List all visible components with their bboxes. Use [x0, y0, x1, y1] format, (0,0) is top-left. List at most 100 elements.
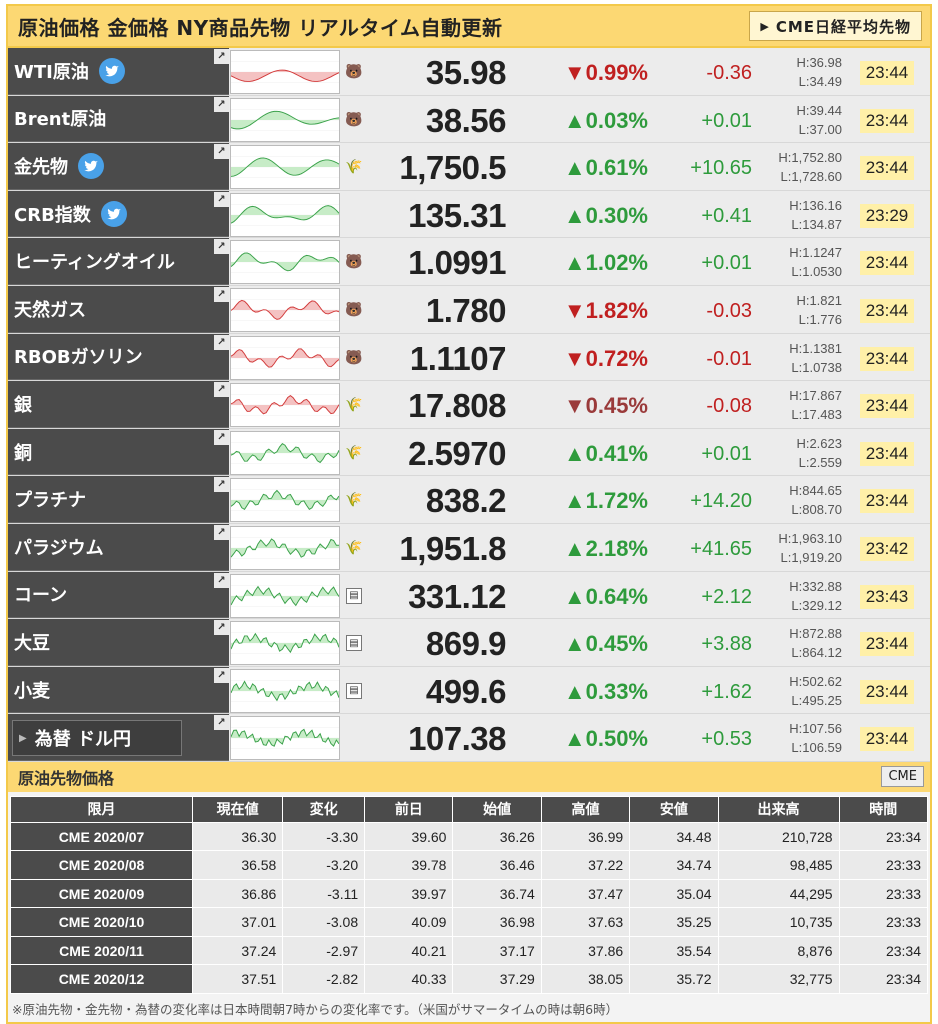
percent-change: ▲0.03% — [563, 107, 648, 133]
commodity-name-cell[interactable]: 小麦 ↗ — [8, 666, 229, 714]
wheat-icon[interactable]: 🌾 — [345, 159, 363, 176]
page-header: 原油価格 金価格 NY商品先物 リアルタイム自動更新 ▶ CME日経平均先物 — [8, 6, 930, 48]
table-cell: 23:33 — [838, 850, 929, 880]
external-link-icon[interactable]: ↗ — [214, 334, 229, 350]
chart-box-icon[interactable]: ▤ — [346, 587, 362, 604]
crude-futures-table: 限月 現在値 変化 前日 始値 高値 安値 出来高 時間 CME 2020/07 36.30 -3.… — [10, 795, 929, 994]
sparkline-chart[interactable] — [230, 335, 340, 380]
commodity-name: Brent原油 — [14, 109, 107, 131]
low-value: L:1.776 — [798, 311, 842, 327]
play-arrow-icon: ▶ — [760, 19, 770, 33]
commodity-name-cell[interactable]: プラチナ ↗ — [8, 476, 229, 523]
sparkline-chart[interactable] — [230, 525, 340, 570]
update-time: 23:44 — [860, 489, 914, 514]
percent-change: ▲1.72% — [563, 488, 648, 514]
external-link-icon[interactable]: ↗ — [214, 96, 229, 112]
absolute-change: +0.01 — [701, 252, 752, 275]
external-link-icon[interactable]: ↗ — [214, 524, 229, 540]
sparkline-chart[interactable] — [230, 668, 340, 713]
table-cell: 35.25 — [629, 907, 719, 937]
commodity-name-cell[interactable]: Brent原油 ↗ — [8, 95, 229, 143]
table-cell: 35.54 — [629, 935, 719, 966]
high-value: H:1.821 — [796, 292, 842, 308]
external-link-icon[interactable]: ↗ — [214, 715, 229, 731]
external-link-icon[interactable]: ↗ — [214, 429, 229, 445]
bear-icon[interactable]: 🐻 — [345, 349, 363, 366]
sparkline-chart[interactable] — [230, 573, 340, 618]
cme-nikkei-button[interactable]: ▶ CME日経平均先物 — [749, 11, 922, 41]
commodity-name-cell[interactable]: WTI原油 ↗ — [8, 48, 229, 95]
price-value: 2.5970 — [408, 434, 506, 472]
twitter-icon[interactable] — [98, 57, 125, 84]
table-cell: 36.86 — [191, 878, 284, 909]
table-cell: -3.11 — [282, 878, 366, 909]
external-link-icon[interactable]: ↗ — [214, 144, 229, 160]
chart-box-icon[interactable]: ▤ — [346, 635, 362, 652]
external-link-icon[interactable]: ↗ — [214, 667, 229, 683]
column-header: 時間 — [838, 795, 929, 823]
sparkline-chart[interactable] — [230, 716, 340, 761]
absolute-change: +0.01 — [701, 109, 752, 132]
percent-change: ▲0.50% — [563, 726, 648, 752]
sparkline-chart[interactable] — [230, 621, 340, 666]
twitter-icon[interactable] — [78, 152, 104, 179]
bear-icon[interactable]: 🐻 — [345, 111, 363, 128]
table-cell: 37.17 — [452, 935, 542, 966]
update-time: 23:44 — [860, 61, 914, 85]
wheat-icon[interactable]: 🌾 — [345, 539, 363, 556]
commodity-row: 銀 ↗ 🌾 17.808 ▼0.45% -0.08 H:17.867 L:17.483 23:4… — [8, 381, 930, 429]
external-link-icon[interactable]: ↗ — [214, 49, 229, 64]
table-cell: -2.97 — [282, 935, 366, 966]
bear-icon[interactable]: 🐻 — [345, 301, 363, 318]
commodity-name-cell[interactable]: 大豆 ↗ — [8, 619, 229, 666]
external-link-icon[interactable]: ↗ — [214, 286, 229, 302]
commodity-name-cell[interactable]: 天然ガス ↗ — [8, 285, 229, 333]
contract-month: CME 2020/08 — [10, 850, 193, 880]
wheat-icon[interactable]: 🌾 — [345, 397, 363, 414]
sparkline-chart[interactable] — [230, 430, 340, 475]
commodity-name-cell[interactable]: パラジウム ↗ — [8, 523, 229, 571]
commodity-name-cell[interactable]: 銅 ↗ — [8, 428, 229, 476]
high-value: H:844.65 — [789, 483, 842, 499]
contract-month: CME 2020/07 — [10, 821, 193, 852]
commodity-name-cell[interactable]: ヒーティングオイル ↗ — [8, 238, 229, 285]
external-link-icon[interactable]: ↗ — [214, 477, 229, 493]
wheat-icon[interactable]: 🌾 — [345, 492, 363, 509]
table-cell: -3.20 — [282, 850, 366, 880]
cme-section-button[interactable]: CME — [881, 766, 924, 788]
external-link-icon[interactable]: ↗ — [214, 620, 229, 636]
commodity-row: CRB指数 ↗ 135.31 ▲0.30% +0.41 H:136.16 L:134.87 2… — [8, 190, 930, 239]
table-cell: 40.33 — [364, 964, 454, 994]
percent-change: ▼0.99% — [563, 60, 648, 85]
sparkline-chart[interactable] — [230, 240, 340, 285]
sparkline-chart[interactable] — [230, 478, 340, 523]
commodity-name-cell[interactable]: RBOBガソリン ↗ — [8, 333, 229, 381]
external-link-icon[interactable]: ↗ — [214, 239, 229, 255]
update-time: 23:44 — [860, 298, 914, 323]
commodity-name: 金先物 — [14, 156, 68, 178]
table-cell: -3.08 — [282, 907, 366, 937]
bear-icon[interactable]: 🐻 — [345, 254, 363, 271]
sparkline-chart[interactable] — [230, 287, 340, 332]
absolute-change: +3.88 — [701, 633, 752, 656]
wheat-icon[interactable]: 🌾 — [345, 444, 363, 461]
commodity-name-cell[interactable]: ▶ 為替 ドル円 ↗ — [8, 714, 229, 761]
commodity-name-cell[interactable]: 金先物 ↗ — [8, 143, 229, 190]
external-link-icon[interactable]: ↗ — [214, 572, 229, 588]
twitter-icon[interactable] — [100, 200, 127, 227]
sparkline-chart[interactable] — [230, 97, 340, 142]
chart-box-icon[interactable]: ▤ — [346, 682, 362, 699]
commodity-name: パラジウム — [14, 537, 104, 559]
commodity-name-cell[interactable]: CRB指数 ↗ — [8, 190, 229, 238]
fx-pair-select[interactable]: ▶ 為替 ドル円 — [12, 720, 182, 757]
commodity-name-cell[interactable]: 銀 ↗ — [8, 381, 229, 428]
sparkline-chart[interactable] — [230, 383, 340, 428]
table-cell: 36.74 — [452, 878, 542, 909]
sparkline-chart[interactable] — [230, 50, 340, 94]
bear-icon[interactable]: 🐻 — [345, 64, 363, 80]
sparkline-chart[interactable] — [230, 145, 340, 190]
sparkline-chart[interactable] — [230, 192, 340, 237]
commodity-name-cell[interactable]: コーン ↗ — [8, 571, 229, 619]
external-link-icon[interactable]: ↗ — [214, 191, 229, 207]
external-link-icon[interactable]: ↗ — [214, 382, 229, 398]
